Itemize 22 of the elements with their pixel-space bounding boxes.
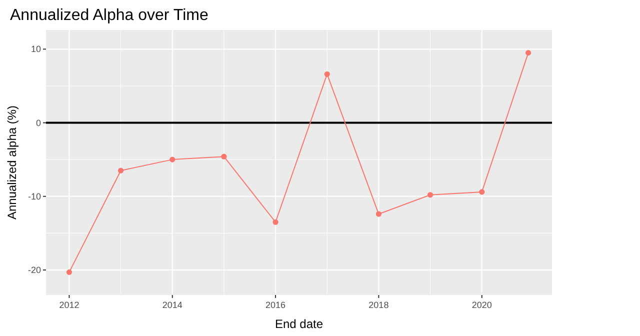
point <box>479 189 485 195</box>
point <box>66 269 72 275</box>
y-axis-title: Annualized alpha (%) <box>5 105 19 220</box>
y-tick-label: 10 <box>30 44 41 54</box>
point <box>324 71 330 77</box>
x-tick-label: 2020 <box>472 300 492 310</box>
chart-title: Annualized Alpha over Time <box>10 7 208 24</box>
point <box>221 154 227 160</box>
x-tick-label: 2014 <box>162 300 182 310</box>
y-tick-label: 0 <box>36 118 41 128</box>
point <box>272 219 278 225</box>
x-tick-label: 2016 <box>266 300 286 310</box>
y-tick-label: -20 <box>28 264 41 275</box>
point <box>170 156 176 162</box>
point <box>525 50 532 56</box>
y-tick-label: -10 <box>28 191 41 202</box>
x-tick-label: 2018 <box>368 300 389 310</box>
x-axis-title: End date <box>274 317 324 331</box>
point <box>427 192 434 198</box>
x-tick-label: 2012 <box>59 300 80 310</box>
point <box>118 168 124 174</box>
point <box>376 211 382 217</box>
